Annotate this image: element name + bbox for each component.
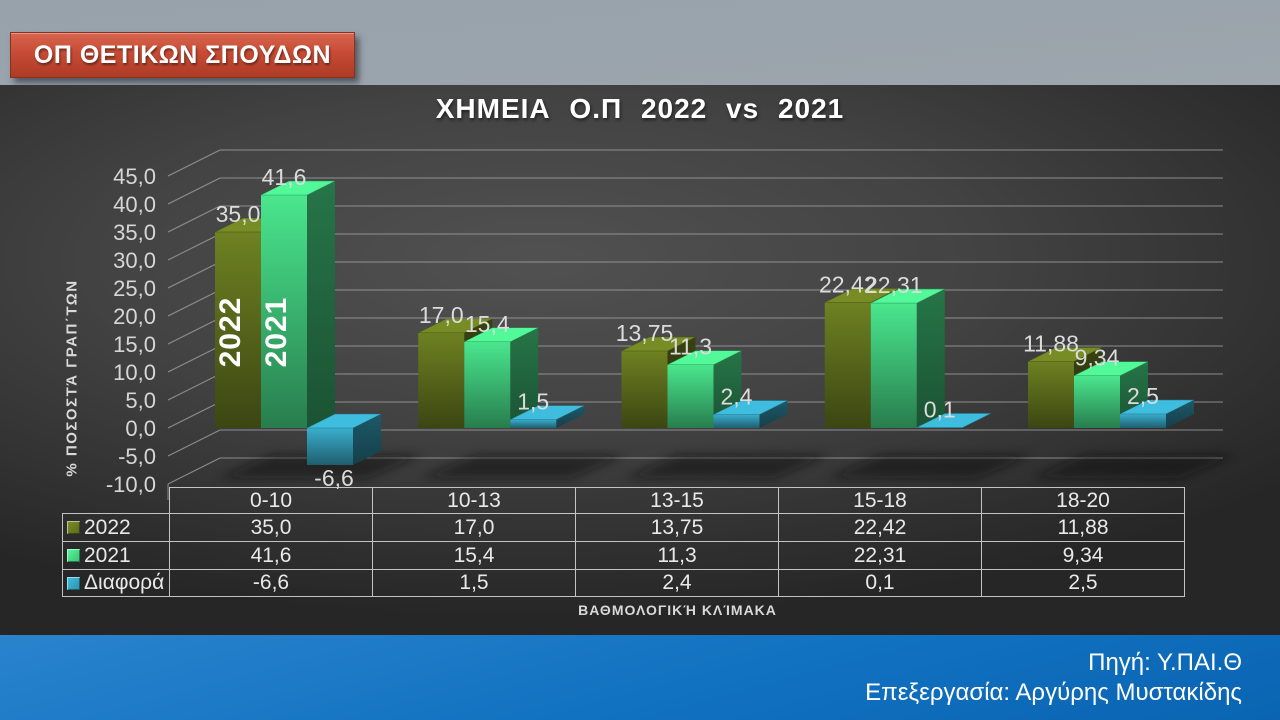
y-axis-title: % ΠΟΣΟΣΤΆ ΓΡΑΠ΄ΤΩΝ bbox=[63, 279, 81, 477]
table-value-cell: 2,5 bbox=[982, 570, 1185, 597]
legend-label: 2022 bbox=[84, 515, 131, 539]
legend-cell: Διαφορά bbox=[62, 570, 170, 597]
legend-cell: 2022 bbox=[62, 513, 170, 542]
svg-text:2,4: 2,4 bbox=[721, 384, 753, 410]
legend-swatch bbox=[67, 576, 80, 590]
table-value-cell: 9,34 bbox=[982, 542, 1185, 570]
svg-text:15,0: 15,0 bbox=[113, 332, 156, 357]
table-value-cell: 17,0 bbox=[373, 513, 576, 542]
bar-chart-3d: 45,0 40,0 35,0 30,0 25,0 20,0 15,0 10,0 5,0 0,0 -5… bbox=[106, 149, 1236, 500]
legend-label: 2021 bbox=[84, 543, 131, 567]
svg-text:17,0: 17,0 bbox=[419, 302, 464, 328]
svg-text:35,0: 35,0 bbox=[216, 201, 261, 227]
category-banner-label: ΟΠ ΘΕΤΙΚΩΝ ΣΠΟΥΔΩΝ bbox=[33, 40, 332, 69]
svg-text:30,0: 30,0 bbox=[113, 248, 156, 273]
table-value-cell: 1,5 bbox=[373, 570, 576, 597]
table-header-cell: 15-18 bbox=[779, 487, 982, 513]
chart-title: ΧΗΜΕΙΑ Ο.Π 2022 vs 2021 bbox=[435, 93, 845, 124]
svg-text:9,34: 9,34 bbox=[1075, 345, 1120, 371]
svg-text:22,31: 22,31 bbox=[865, 272, 923, 298]
svg-text:41,6: 41,6 bbox=[262, 164, 307, 190]
svg-text:10,0: 10,0 bbox=[113, 360, 156, 385]
svg-text:0,0: 0,0 bbox=[125, 416, 156, 441]
svg-text:-10,0: -10,0 bbox=[106, 472, 156, 497]
legend-swatch bbox=[67, 521, 80, 534]
svg-text:22,42: 22,42 bbox=[819, 271, 877, 297]
table-value-cell: 15,4 bbox=[373, 542, 576, 570]
svg-text:11,88: 11,88 bbox=[1023, 330, 1079, 356]
table-value-cell: 11,88 bbox=[982, 513, 1185, 542]
table-value-cell: 22,31 bbox=[779, 542, 982, 570]
svg-text:13,75: 13,75 bbox=[616, 320, 674, 346]
table-value-cell: 35,0 bbox=[170, 513, 373, 542]
table-header-cell: 0-10 bbox=[170, 487, 373, 513]
table-value-cell: 2,4 bbox=[576, 570, 779, 597]
svg-text:0,1: 0,1 bbox=[924, 396, 956, 422]
table-value-cell: 0,1 bbox=[779, 570, 982, 597]
svg-text:-5,0: -5,0 bbox=[118, 444, 156, 469]
svg-text:45,0: 45,0 bbox=[113, 164, 156, 189]
table-header-cell: 18-20 bbox=[982, 487, 1185, 513]
table-value-cell: 11,3 bbox=[576, 542, 779, 570]
svg-text:2021: 2021 bbox=[260, 297, 293, 368]
svg-text:15,4: 15,4 bbox=[465, 311, 510, 337]
svg-text:20,0: 20,0 bbox=[113, 304, 156, 329]
svg-text:1,5: 1,5 bbox=[517, 389, 549, 415]
table-corner-cell bbox=[62, 487, 170, 513]
table-value-cell: 22,42 bbox=[779, 513, 982, 542]
footer-credit: Επεξεργασία: Αργύρης Μυστακίδης bbox=[865, 678, 1242, 706]
footer-source: Πηγή: Υ.ΠΑΙ.Θ bbox=[1088, 648, 1242, 676]
svg-text:5,0: 5,0 bbox=[125, 388, 156, 413]
svg-text:25,0: 25,0 bbox=[113, 276, 156, 301]
data-table: 0-10 10-13 13-15 15-18 18-20 2022 35,0 17,0 13,7… bbox=[62, 487, 1185, 597]
svg-text:35,0: 35,0 bbox=[113, 220, 156, 245]
footer-band: Πηγή: Υ.ΠΑΙ.Θ Επεξεργασία: Αργύρης Μυστα… bbox=[0, 635, 1280, 720]
chart-panel: ΧΗΜΕΙΑ Ο.Π 2022 vs 2021 45,0 40,0 35,0 30,0… bbox=[0, 85, 1280, 635]
legend-label: Διαφορά bbox=[84, 571, 165, 594]
svg-text:11,3: 11,3 bbox=[669, 334, 712, 360]
legend-swatch bbox=[67, 549, 80, 562]
x-axis-title: ΒΑΘΜΟΛΟΓΙΚΉ ΚΛΊΜΑΚΑ bbox=[578, 602, 777, 618]
svg-text:40,0: 40,0 bbox=[113, 192, 156, 217]
legend-cell: 2021 bbox=[62, 542, 170, 570]
category-banner: ΟΠ ΘΕΤΙΚΩΝ ΣΠΟΥΔΩΝ bbox=[10, 32, 355, 78]
table-header-cell: 10-13 bbox=[373, 487, 576, 513]
table-value-cell: 41,6 bbox=[170, 542, 373, 570]
svg-text:2022: 2022 bbox=[214, 297, 247, 368]
svg-text:2,5: 2,5 bbox=[1127, 383, 1159, 409]
table-value-cell: -6,6 bbox=[170, 570, 373, 597]
table-header-cell: 13-15 bbox=[576, 487, 779, 513]
svg-text:-6,6: -6,6 bbox=[314, 465, 354, 491]
table-value-cell: 13,75 bbox=[576, 513, 779, 542]
